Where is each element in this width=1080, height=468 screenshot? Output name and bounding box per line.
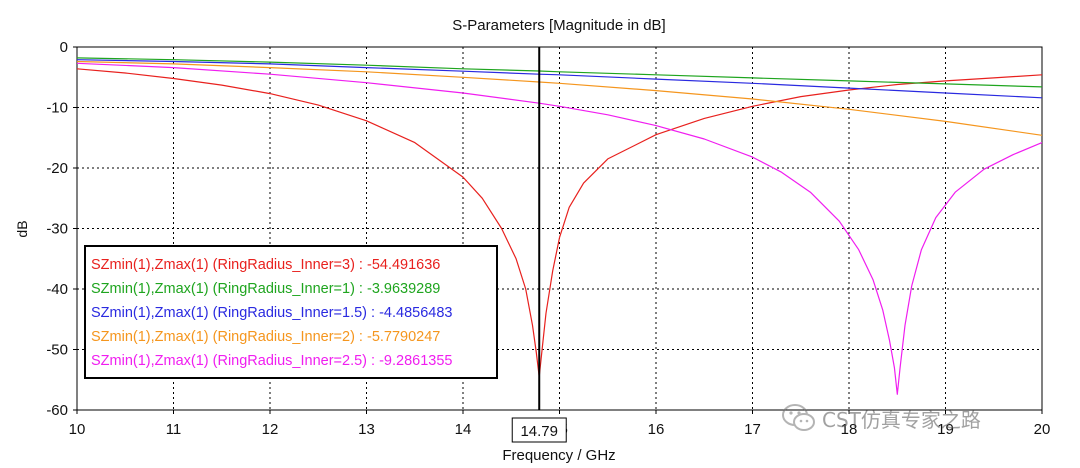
x-tick-label: 11 — [166, 421, 182, 438]
y-tick-label: -30 — [46, 221, 68, 238]
legend: SZmin(1),Zmax(1) (RingRadius_Inner=3) : … — [84, 245, 498, 379]
legend-entry: SZmin(1),Zmax(1) (RingRadius_Inner=2.5) … — [91, 353, 452, 369]
legend-entry: SZmin(1),Zmax(1) (RingRadius_Inner=3) : … — [91, 257, 440, 273]
y-axis-label: dB — [14, 220, 30, 237]
y-tick-label: -10 — [46, 100, 68, 117]
y-tick-label: -40 — [46, 281, 68, 298]
series-line-5 — [76, 62, 1043, 395]
x-tick-label: 16 — [648, 421, 665, 438]
legend-entry: SZmin(1),Zmax(1) (RingRadius_Inner=1) : … — [91, 281, 440, 297]
y-axis-ticks: 0 -10 -20 -30 -40 -50 -60 — [46, 39, 77, 419]
legend-entry: SZmin(1),Zmax(1) (RingRadius_Inner=1.5) … — [91, 305, 452, 321]
series-line-2 — [76, 57, 1043, 88]
wechat-icon — [782, 404, 815, 431]
y-tick-label: -20 — [46, 160, 68, 177]
watermark: CST仿真专家之路 — [782, 400, 1052, 436]
x-tick-label: 17 — [744, 421, 761, 438]
legend-box — [84, 245, 498, 379]
x-tick-label: 13 — [358, 421, 375, 438]
x-tick-label: 19 — [937, 421, 954, 438]
legend-entry: SZmin(1),Zmax(1) (RingRadius_Inner=2) : … — [91, 329, 440, 345]
x-tick-label: 10 — [69, 421, 86, 438]
y-tick-label: 0 — [60, 39, 68, 56]
watermark-text: CST仿真专家之路 — [822, 407, 981, 432]
frequency-marker-box[interactable] — [511, 417, 567, 443]
y-tick-label: -60 — [46, 402, 68, 419]
x-tick-label: 18 — [841, 421, 858, 438]
series-line-4 — [76, 60, 1043, 136]
frequency-marker-label: 14.79 — [520, 423, 558, 440]
x-tick-label: 20 — [1034, 421, 1051, 438]
chart-title: S-Parameters [Magnitude in dB] — [452, 17, 665, 34]
series-line-1 — [76, 68, 1043, 378]
series-lines — [76, 57, 1043, 395]
series-line-3 — [76, 59, 1043, 99]
x-axis-label: Frequency / GHz — [502, 447, 615, 464]
x-tick-label: 14 — [455, 421, 472, 438]
y-tick-label: -50 — [46, 342, 68, 359]
x-tick-label: 12 — [262, 421, 279, 438]
